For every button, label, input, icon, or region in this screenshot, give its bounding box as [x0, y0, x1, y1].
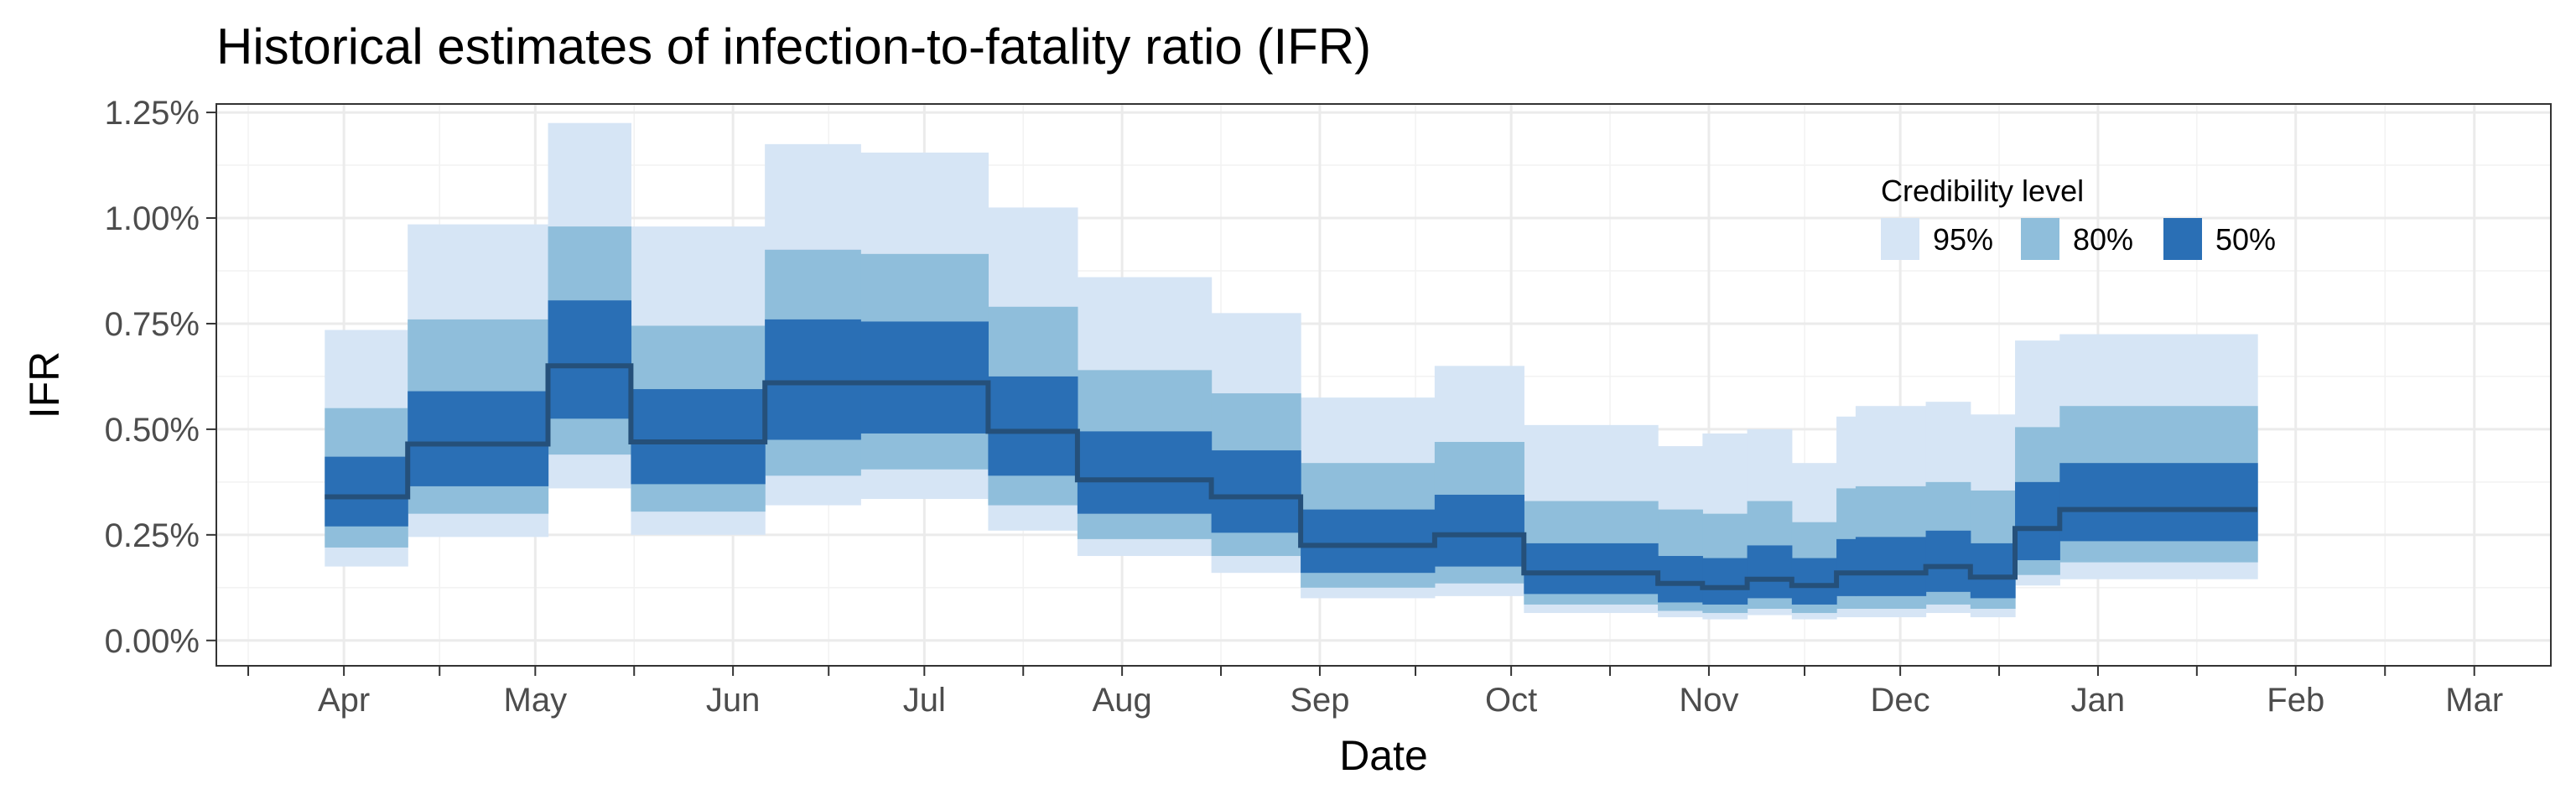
x-axis-title: Date	[1339, 732, 1428, 779]
band-50-step	[988, 376, 1078, 476]
x-tick-label: May	[504, 682, 568, 719]
median-series	[325, 363, 2258, 590]
x-tick-label: Jun	[706, 682, 761, 719]
band-50-step	[2059, 463, 2258, 542]
band-50-step	[1702, 558, 1748, 605]
x-tick-label: Mar	[2445, 682, 2503, 719]
y-tick-label: 1.00%	[105, 200, 200, 237]
y-tick-label: 0.00%	[105, 623, 200, 660]
band-50-step	[1301, 509, 1436, 574]
band-50-step	[1791, 558, 1837, 605]
y-axis-ticks: 0.00% 0.25% 0.50% 0.75% 1.00% 1.25%	[105, 95, 216, 660]
median-line	[325, 363, 2258, 590]
x-tick-label: Nov	[1679, 682, 1738, 719]
x-tick-label: Jan	[2071, 682, 2126, 719]
y-tick-label: 0.25%	[105, 517, 200, 554]
y-tick-label: 1.25%	[105, 95, 200, 132]
legend-label-95: 95%	[1933, 222, 1993, 257]
plot-panel-border	[216, 103, 2552, 667]
band-50-step	[1524, 543, 1659, 595]
band-50-step	[1658, 556, 1703, 603]
x-tick-label: Sep	[1290, 682, 1349, 719]
band-50-step	[860, 321, 989, 434]
x-tick-label: Dec	[1871, 682, 1930, 719]
band-50-step	[1970, 543, 2016, 599]
legend-swatch-80	[2021, 218, 2059, 260]
legend-title: Credibility level	[1881, 174, 2084, 208]
y-axis-title: IFR	[21, 351, 68, 419]
legend-label-80: 80%	[2073, 222, 2133, 257]
band-50-step	[408, 391, 549, 486]
band-50-step	[1855, 537, 1927, 596]
band-50-step	[325, 456, 408, 527]
x-axis-ticks: Apr May Jun Jul Aug Sep Oct Nov Dec Jan Feb Mar	[247, 666, 2503, 719]
x-tick-label: Jul	[903, 682, 946, 719]
band-50-step	[1434, 494, 1524, 567]
band-50-step	[765, 319, 861, 440]
x-tick-label: Apr	[318, 682, 370, 719]
band-50-step	[1747, 545, 1793, 599]
band-50-step	[1077, 431, 1213, 514]
band-50-step	[1925, 530, 1971, 592]
legend: Credibility level 95% 80% 50%	[1881, 174, 2276, 260]
band-50	[325, 300, 2258, 605]
band-50-step	[548, 300, 632, 419]
y-tick-label: 0.75%	[105, 306, 200, 343]
x-tick-label: Aug	[1093, 682, 1152, 719]
legend-label-50: 50%	[2215, 222, 2276, 257]
band-50-step	[1211, 450, 1301, 533]
band-50-step	[631, 389, 766, 485]
chart-title: Historical estimates of infection-to-fat…	[216, 18, 1371, 75]
legend-swatch-50	[2163, 218, 2202, 260]
legend-swatch-95	[1881, 218, 1919, 260]
band-50-step	[1836, 538, 1857, 596]
x-tick-label: Feb	[2267, 682, 2324, 719]
y-tick-label: 0.50%	[105, 412, 200, 449]
band-50-step	[2015, 481, 2060, 561]
x-tick-label: Oct	[1485, 682, 1537, 719]
